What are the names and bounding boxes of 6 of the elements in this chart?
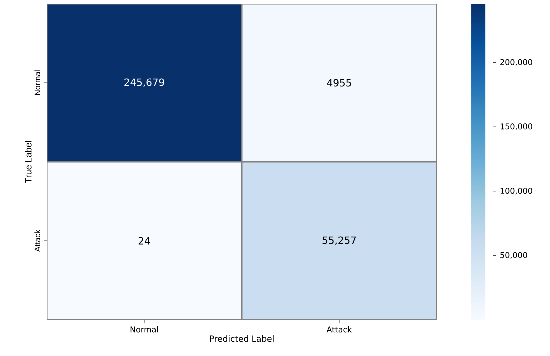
y-axis-title: True Label	[25, 141, 32, 184]
data-label: 4955	[327, 79, 352, 87]
x-axis-title: Predicted Label	[210, 336, 274, 342]
data-label: 24	[138, 237, 150, 245]
data-label: 55,257	[322, 236, 356, 246]
data-label: 245,679	[124, 78, 164, 88]
